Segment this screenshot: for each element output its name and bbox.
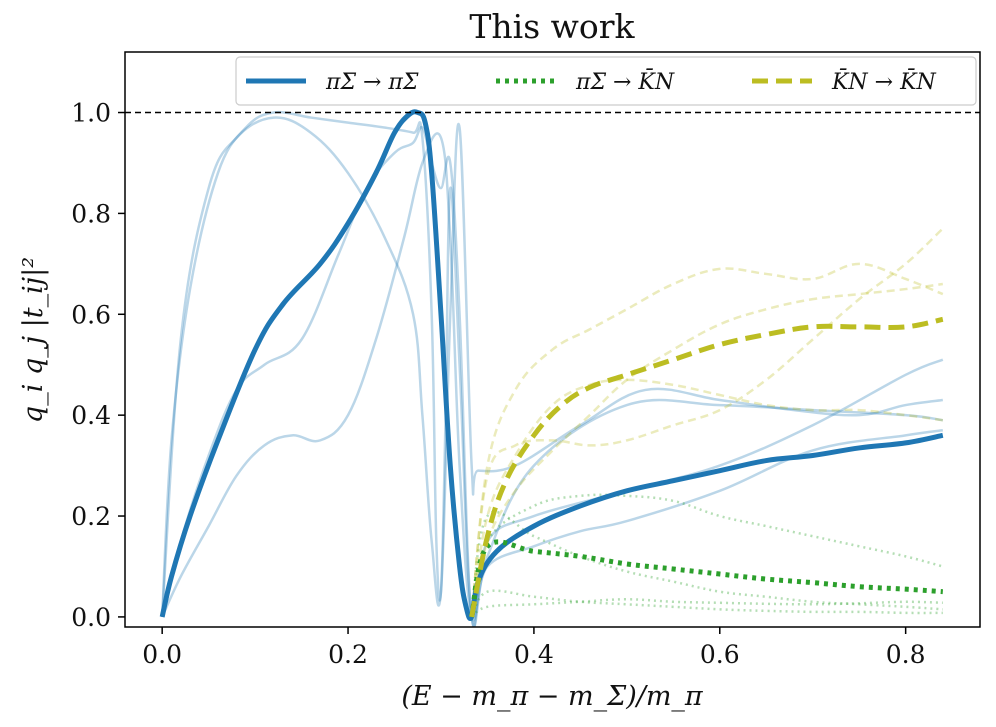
legend-label-pisigma-pisigma: πΣ → πΣ bbox=[325, 70, 419, 95]
series-line-4 bbox=[161, 132, 943, 622]
x-tick-label: 0.6 bbox=[700, 640, 740, 669]
y-axis-title: q_i q_j |t_ij|² bbox=[18, 257, 49, 423]
legend-box bbox=[235, 56, 977, 106]
x-tick-label: 0.0 bbox=[142, 640, 182, 669]
plot-frame bbox=[124, 51, 981, 628]
x-axis: 0.0 0.2 0.4 0.6 0.8 bbox=[142, 627, 926, 669]
series-line-8 bbox=[470, 598, 943, 618]
series-line-9 bbox=[470, 589, 943, 618]
series-line-13 bbox=[470, 378, 943, 618]
series-line-6 bbox=[470, 493, 944, 618]
series-line-2 bbox=[160, 116, 943, 617]
series-line-5 bbox=[469, 539, 943, 618]
series-line-0 bbox=[159, 109, 944, 622]
x-tick-label: 0.2 bbox=[328, 640, 368, 669]
y-tick-label: 0.0 bbox=[71, 603, 111, 632]
legend-label-kbarn-kbarn: K̄N → K̄N bbox=[831, 68, 937, 95]
series-line-1 bbox=[160, 110, 944, 627]
legend-label-pisigma-kbarn: πΣ → K̄N bbox=[575, 68, 675, 95]
series-line-11 bbox=[470, 262, 944, 618]
y-tick-label: 0.6 bbox=[71, 300, 111, 329]
y-tick-label: 0.2 bbox=[71, 502, 111, 531]
series-line-10 bbox=[469, 316, 944, 618]
series-line-12 bbox=[470, 227, 944, 618]
legend: πΣ → πΣ πΣ → K̄N K̄N → K̄N bbox=[235, 56, 977, 106]
series-line-3 bbox=[160, 125, 944, 627]
y-axis: 0.0 0.2 0.4 0.6 0.8 1.0 bbox=[71, 99, 125, 632]
series-line-7 bbox=[470, 510, 943, 618]
x-tick-label: 0.4 bbox=[514, 640, 554, 669]
y-tick-label: 0.8 bbox=[71, 199, 111, 228]
chart-title: This work bbox=[469, 7, 635, 46]
series-layer bbox=[159, 109, 944, 627]
y-tick-label: 0.4 bbox=[71, 401, 111, 430]
series-line-14 bbox=[470, 282, 943, 618]
y-tick-label: 1.0 bbox=[71, 99, 111, 128]
x-axis-title: (E − m_π − m_Σ)/m_π bbox=[401, 681, 704, 712]
x-tick-label: 0.8 bbox=[886, 640, 926, 669]
